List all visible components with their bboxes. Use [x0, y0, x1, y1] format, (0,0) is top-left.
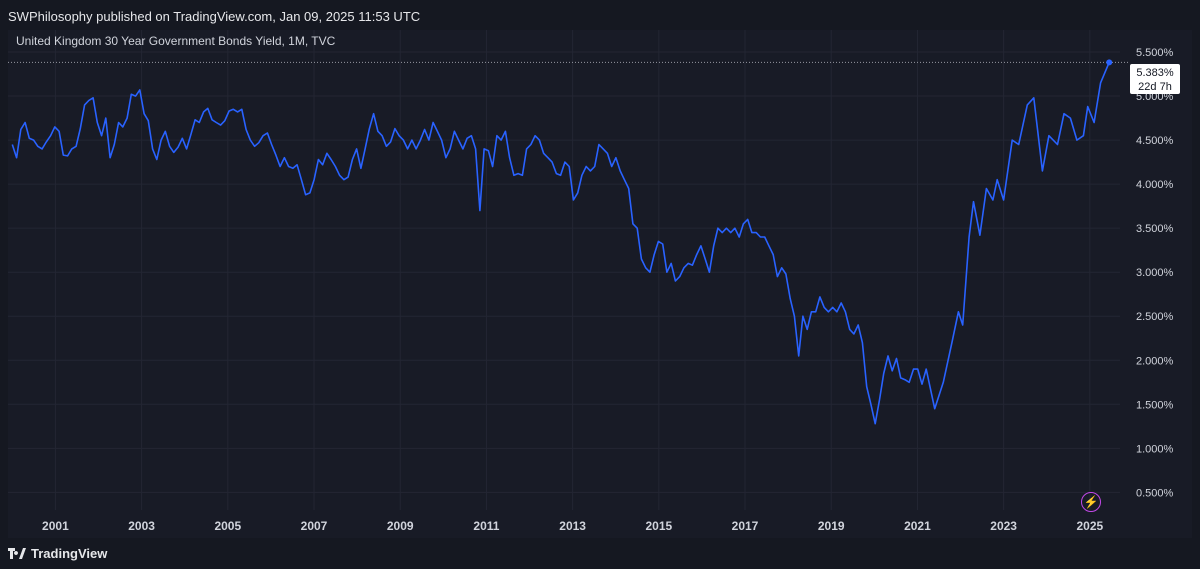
y-tick-label: 1.000% [1136, 443, 1174, 455]
y-tick-label: 2.000% [1136, 355, 1174, 367]
y-tick-label: 5.000% [1136, 91, 1174, 103]
x-tick-label: 2009 [387, 519, 414, 533]
y-axis-ticks: 0.500% 1.000% 1.500% 2.000% 2.500% 3.000% 3.50… [1136, 47, 1174, 499]
lightning-bolt-icon[interactable]: ⚡ [1081, 492, 1101, 512]
y-tick-label: 5.500% [1136, 47, 1174, 59]
series-line [11, 61, 1110, 425]
x-tick-label: 2025 [1076, 519, 1103, 533]
y-tick-label: 3.500% [1136, 223, 1174, 235]
tradingview-brand: TradingView [31, 546, 108, 561]
y-tick-label: 0.500% [1136, 487, 1174, 499]
y-tick-label: 3.000% [1136, 267, 1174, 279]
x-tick-label: 2021 [904, 519, 931, 533]
x-tick-label: 2003 [128, 519, 155, 533]
chart-grid [8, 30, 1120, 510]
last-price-tag: 5.383% 22d 7h [1130, 64, 1180, 94]
x-tick-label: 2005 [214, 519, 241, 533]
top-bar: SWPhilosophy published on TradingView.co… [0, 0, 1200, 30]
x-tick-label: 2015 [645, 519, 672, 533]
last-price-value: 5.383% [1136, 67, 1174, 79]
y-tick-label: 4.000% [1136, 179, 1174, 191]
y-tick-label: 4.500% [1136, 135, 1174, 147]
x-axis-ticks: 2001 2003 2005 2007 2009 2011 2013 2015 2017 2019… [42, 519, 1103, 533]
x-tick-label: 2007 [301, 519, 328, 533]
bar-countdown: 22d 7h [1138, 81, 1172, 93]
x-tick-label: 2017 [732, 519, 759, 533]
symbol-title: United Kingdom 30 Year Government Bonds … [16, 34, 336, 48]
publisher-line: SWPhilosophy published on TradingView.co… [8, 9, 421, 24]
y-tick-label: 1.500% [1136, 399, 1174, 411]
x-tick-label: 2001 [42, 519, 69, 533]
x-tick-label: 2023 [990, 519, 1017, 533]
x-tick-label: 2011 [473, 519, 499, 533]
tradingview-logo-icon [8, 548, 26, 559]
tradingview-logo[interactable]: TradingView [8, 546, 107, 561]
y-tick-label: 2.500% [1136, 311, 1174, 323]
chart-panel[interactable] [8, 30, 1192, 538]
x-tick-label: 2019 [818, 519, 845, 533]
last-point [1106, 59, 1113, 66]
x-tick-label: 2013 [559, 519, 586, 533]
footer: TradingView [0, 538, 1200, 569]
